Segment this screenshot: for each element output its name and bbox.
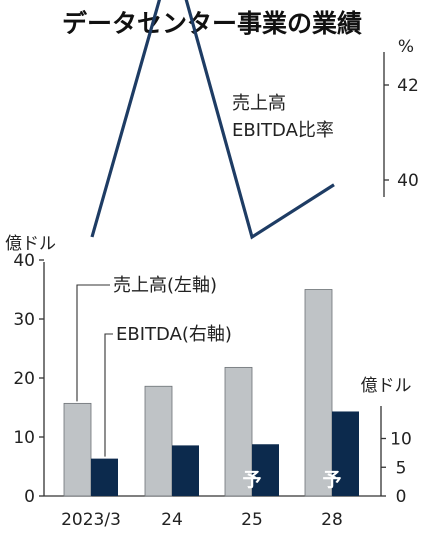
left-y-tick-label: 30 <box>13 310 35 330</box>
x-tick-label: 28 <box>321 510 343 530</box>
x-tick-label: 2023/3 <box>61 510 121 530</box>
margin-series-label: EBITDA比率 <box>232 120 334 141</box>
left-y-tick-label: 20 <box>13 369 35 389</box>
left-y-unit-label: 億ドル <box>5 234 56 254</box>
left-y-tick-label: 40 <box>13 251 35 271</box>
margin-line-chart: % 40 42 44 売上高 EBITDA比率 <box>90 0 419 240</box>
ebitda-bar <box>172 445 199 496</box>
margin-y-tick-label: 44 <box>397 0 419 1</box>
x-tick-label: 24 <box>161 510 183 530</box>
margin-series-label: 売上高 <box>232 93 286 114</box>
chart-title: データセンター事業の業績 <box>62 9 362 38</box>
forecast-marker: 予 <box>322 469 341 491</box>
margin-y-tick-label: 42 <box>397 76 419 96</box>
revenue-series-label: 売上高(左軸) <box>113 275 217 296</box>
left-y-tick-label: 10 <box>13 428 35 448</box>
revenue-bar <box>224 366 253 497</box>
ebitda-bar <box>332 411 359 496</box>
margin-line <box>90 0 335 240</box>
right-y-tick-label: 0 <box>396 487 407 507</box>
revenue-bar <box>304 289 333 497</box>
ebitda-label-leader <box>104 333 113 457</box>
margin-unit-label: % <box>398 37 414 57</box>
revenue-bar <box>144 385 173 497</box>
x-tick-label: 25 <box>241 510 263 530</box>
ebitda-bar <box>91 458 118 496</box>
forecast-marker: 予 <box>242 469 261 491</box>
margin-y-tick-label: 40 <box>397 171 419 191</box>
left-y-tick-label: 0 <box>24 487 35 507</box>
revenue-label-leader <box>76 284 110 402</box>
revenue-bar <box>63 402 92 497</box>
right-y-unit-label: 億ドル <box>361 376 412 396</box>
ebitda-series-label: EBITDA(右軸) <box>116 324 232 345</box>
right-y-tick-label: 5 <box>396 458 407 478</box>
right-y-tick-label: 10 <box>390 430 412 450</box>
ebitda-bar <box>252 444 279 496</box>
